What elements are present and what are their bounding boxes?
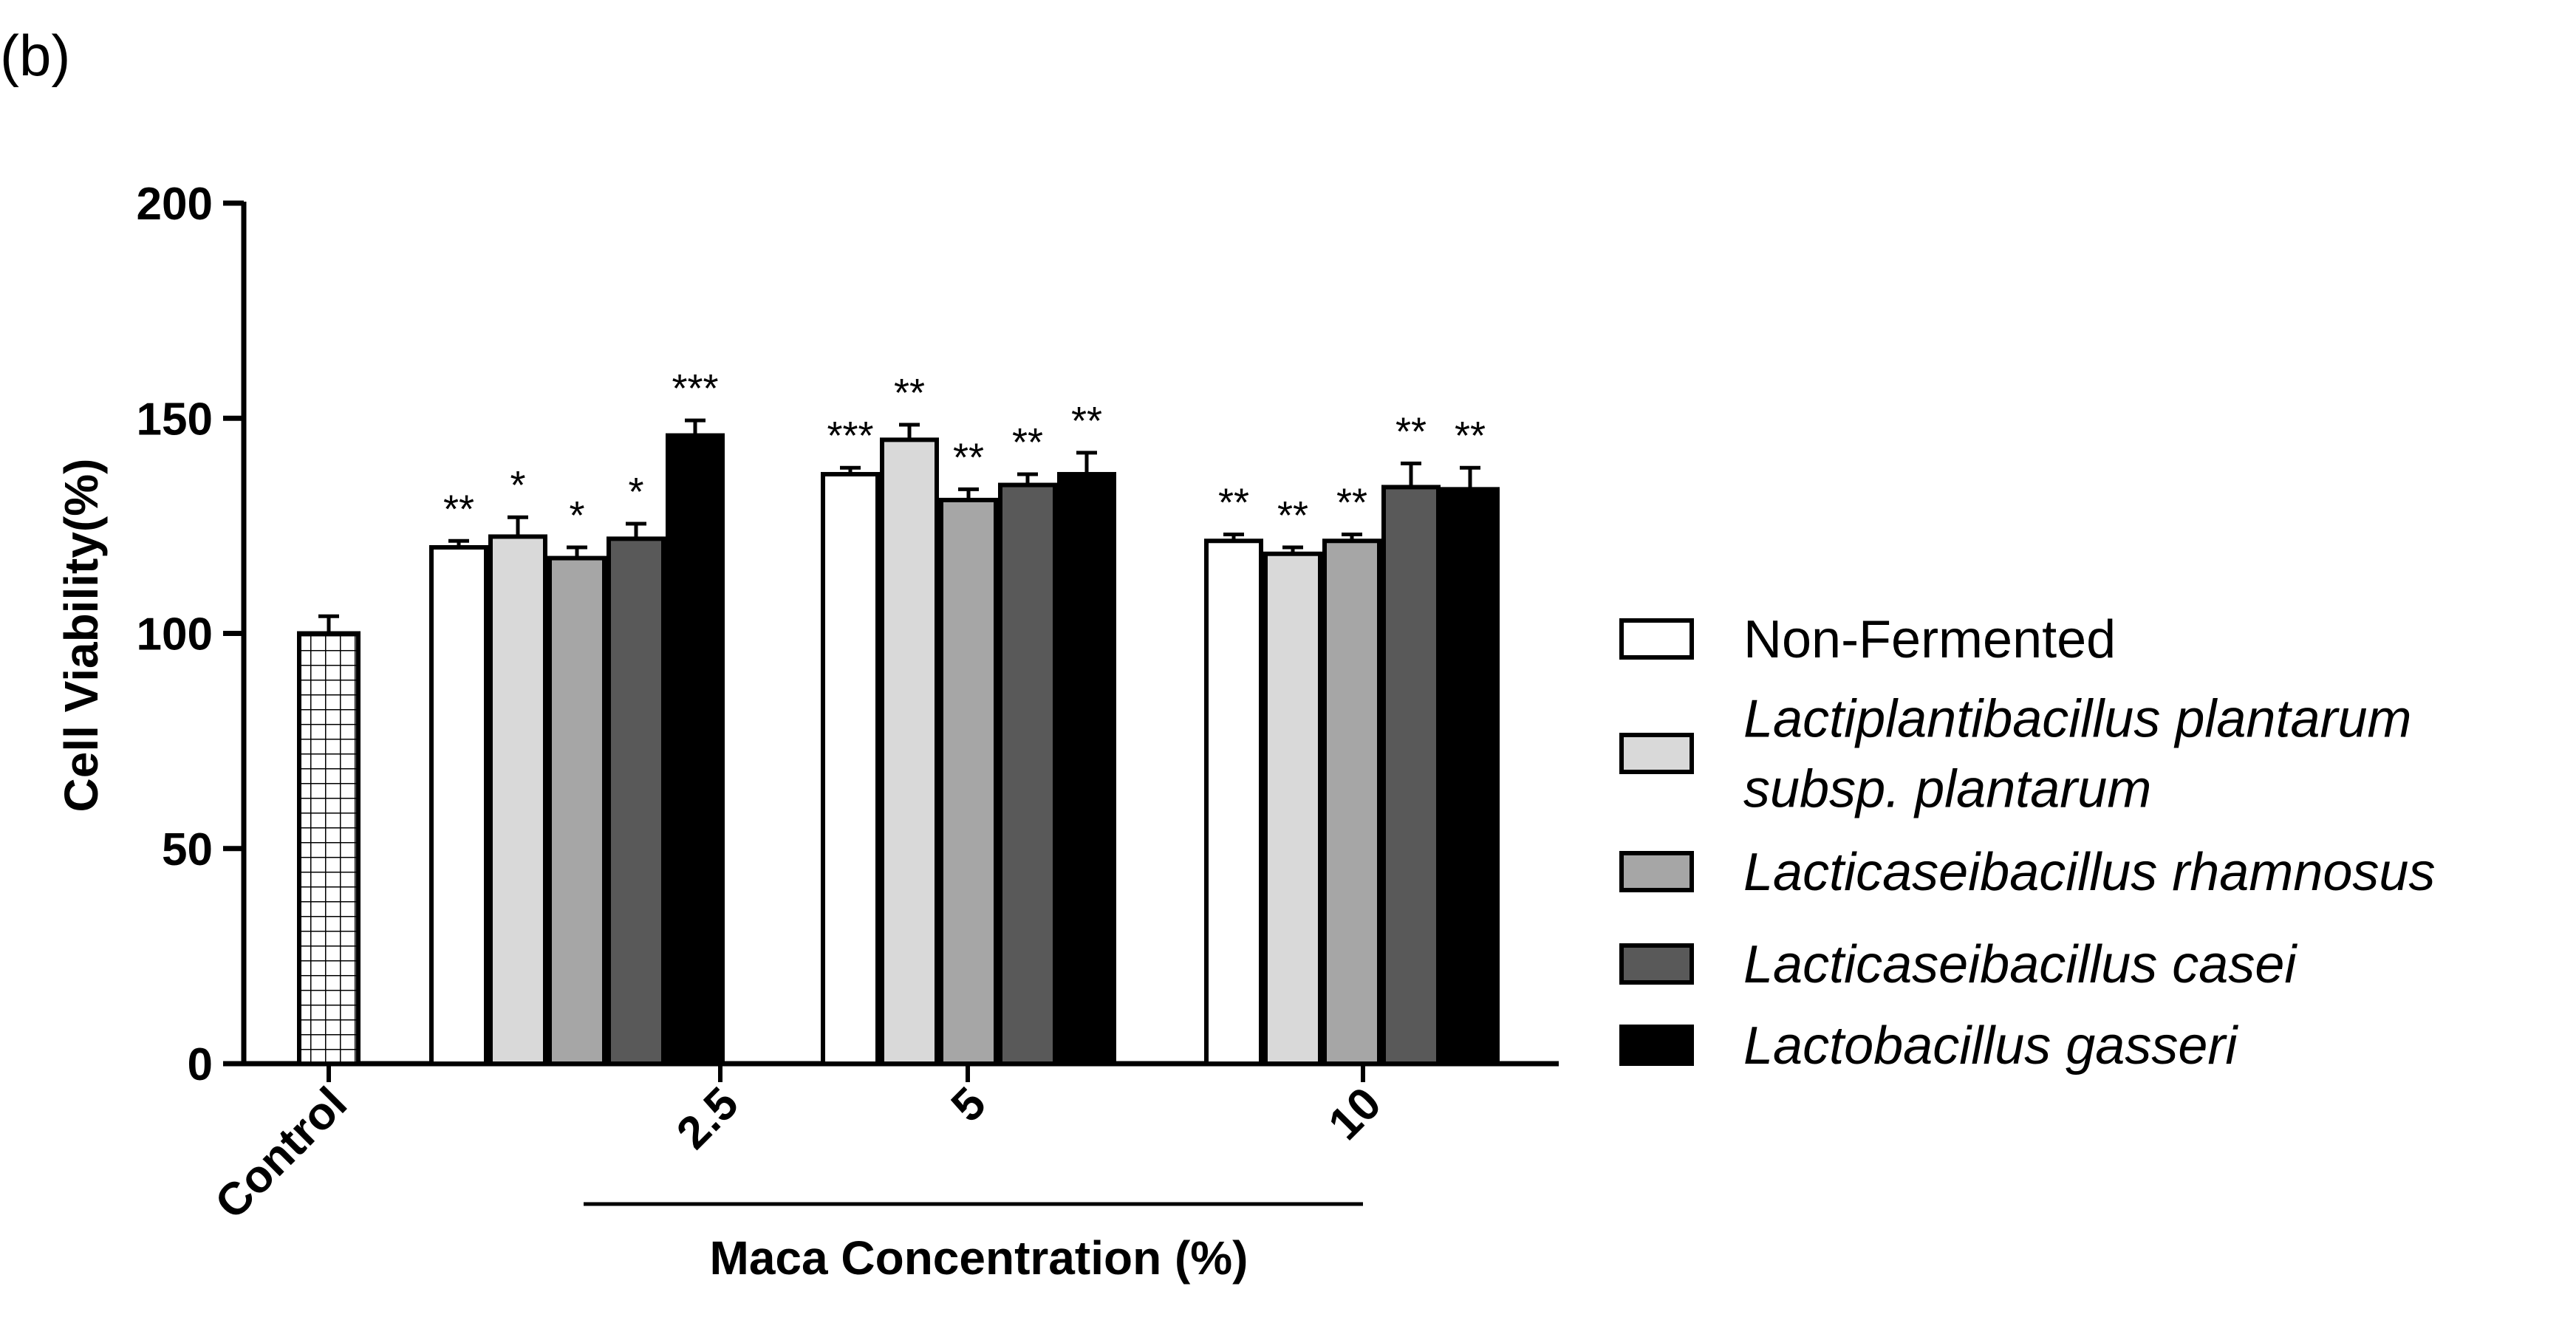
legend-swatch: [1619, 733, 1694, 774]
significance-label: *: [628, 470, 643, 514]
bar-lactiplantibacillus-10: [1263, 551, 1322, 1066]
y-tick-label: 50: [162, 824, 213, 875]
bar-lacticaseibacillus-2.5: [547, 555, 607, 1066]
bar-lactobacillus-5: [1057, 471, 1116, 1066]
x-tick-label: Control: [205, 1078, 357, 1229]
bar-lacticaseibacillus-10: [1381, 485, 1441, 1066]
y-axis-title: Cell Viability(%): [55, 459, 108, 813]
significance-label: **: [1455, 414, 1486, 458]
bar-lacticaseibacillus-5: [998, 482, 1057, 1066]
chart-legend: Non-Fermented Lactiplantibacillus plantar…: [1619, 610, 2435, 1076]
bar-lactobacillus-2.5: [666, 433, 725, 1066]
significance-label: **: [1218, 481, 1249, 525]
bar-lactiplantibacillus-2.5: [488, 534, 547, 1066]
y-tick-label: 200: [137, 179, 213, 230]
significance-label: **: [894, 371, 925, 415]
significance-label: **: [1395, 409, 1427, 454]
legend-swatch: [1619, 851, 1694, 892]
significance-label: **: [1277, 493, 1308, 538]
y-tick-label: 150: [137, 394, 213, 445]
significance-label: *: [510, 463, 525, 507]
bar-lacticaseibacillus-5: [939, 497, 998, 1066]
bar-lacticaseibacillus-10: [1322, 538, 1381, 1066]
legend-label: Non-Fermented: [1743, 610, 2116, 669]
x-tick-label: 10: [1319, 1078, 1391, 1150]
chart-bars: [297, 418, 1500, 1066]
y-tick-label: 100: [137, 609, 213, 660]
bar-lactobacillus-10: [1441, 487, 1500, 1066]
significance-label: **: [1336, 481, 1367, 525]
legend-swatch: [1619, 1025, 1694, 1066]
y-tick-label: 0: [188, 1039, 213, 1090]
legend-swatch: [1619, 618, 1694, 660]
x-tick-label: 2.5: [667, 1078, 748, 1159]
significance-label: ***: [672, 366, 718, 411]
legend-label: Lactiplantibacillus plantarum: [1743, 690, 2412, 749]
legend-label: subsp. plantarum: [1743, 760, 2151, 819]
bar-lacticaseibacillus-2.5: [607, 536, 666, 1066]
legend-label: Lacticaseibacillus casei: [1743, 935, 2297, 994]
bar-non-fermented-10: [1204, 538, 1263, 1066]
significance-label: **: [953, 435, 984, 479]
significance-label: **: [1012, 420, 1043, 465]
significance-label: ***: [827, 414, 873, 458]
x-axis-title: Maca Concentration (%): [710, 1231, 1248, 1285]
significance-label: **: [443, 487, 474, 531]
legend-swatch: [1619, 943, 1694, 985]
panel-label: (b): [0, 23, 70, 88]
legend-label: Lacticaseibacillus rhamnosus: [1743, 843, 2435, 902]
bar-control: [297, 631, 361, 1066]
significance-label: **: [1071, 399, 1102, 443]
chart-annotations: ******************** ******* **: [443, 366, 1486, 538]
bar-lactiplantibacillus-5: [880, 437, 939, 1066]
significance-label: *: [569, 493, 584, 538]
legend-label: Lactobacillus gasseri: [1743, 1016, 2238, 1076]
bar-non-fermented-5: [821, 471, 880, 1066]
bar-non-fermented-2.5: [429, 545, 488, 1066]
x-tick-label: 5: [942, 1078, 996, 1132]
